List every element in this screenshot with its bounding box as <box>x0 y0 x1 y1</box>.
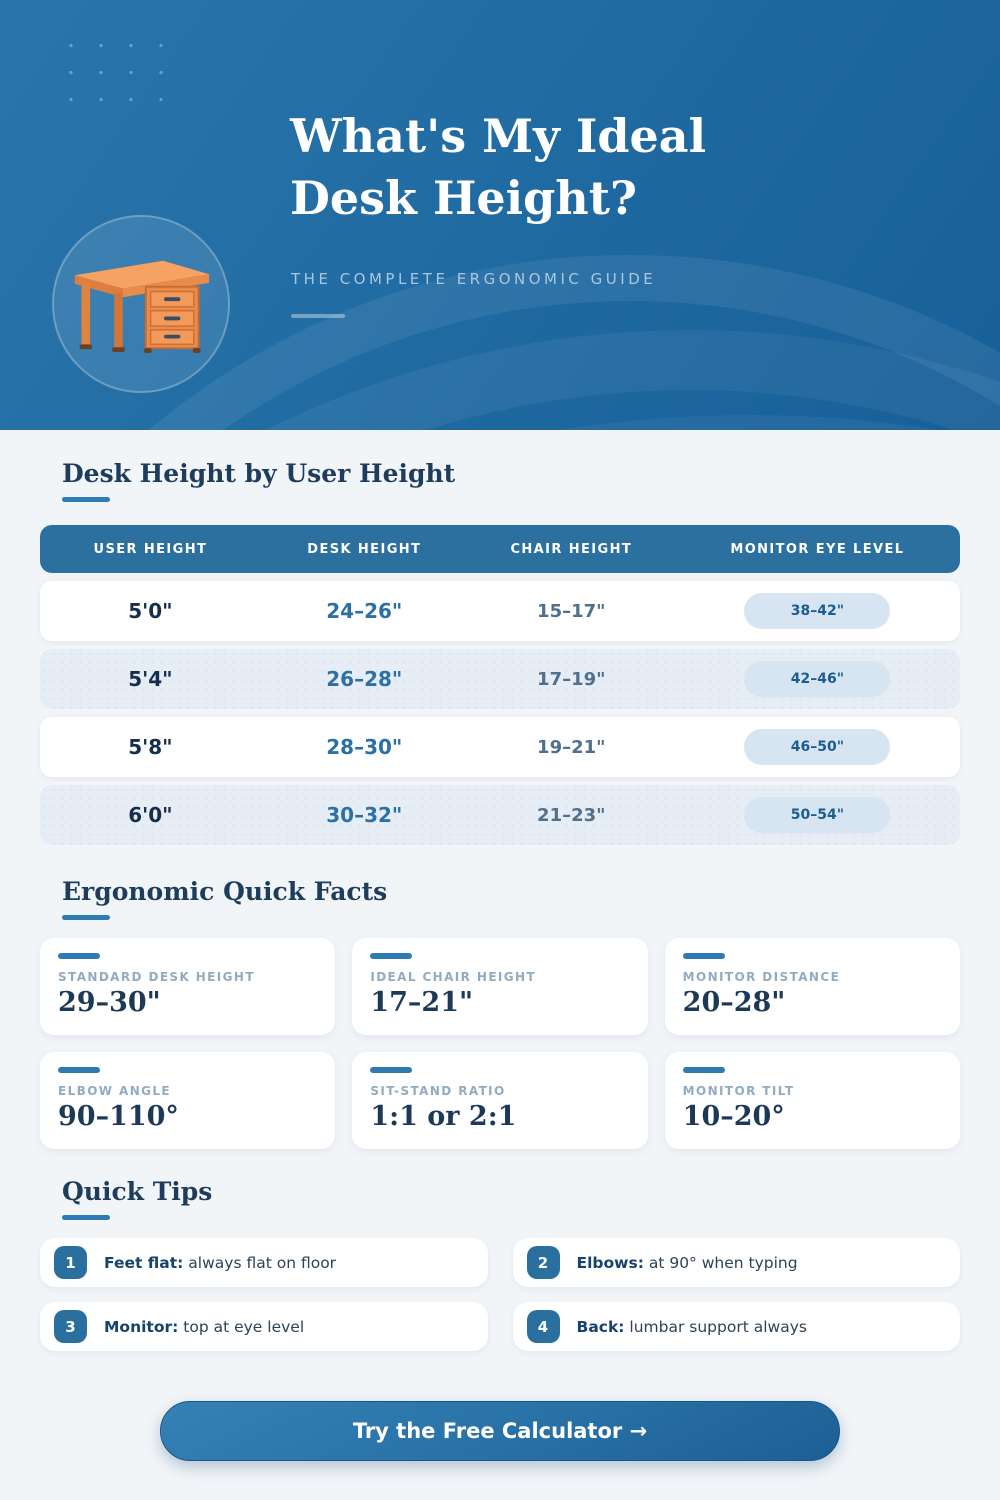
fact-card: MONITOR TILT 10–20° <box>664 1052 960 1149</box>
tip-text: Back: lumbar support always <box>577 1318 807 1336</box>
table-header-row: USER HEIGHT DESK HEIGHT CHAIR HEIGHT MON… <box>40 525 960 573</box>
page-title: What's My Ideal Desk Height? <box>290 106 706 229</box>
section-underline <box>62 497 110 502</box>
tip-label: Back: <box>576 1317 625 1336</box>
column-header-user-height: USER HEIGHT <box>93 541 208 557</box>
fact-label: IDEAL CHAIR HEIGHT <box>370 970 537 984</box>
fact-value: 90–110° <box>58 1101 179 1132</box>
fact-accent-bar <box>58 953 100 959</box>
fact-card: MONITOR DISTANCE 20–28" <box>664 938 960 1035</box>
monitor-eye-level-cell: 42–46" <box>675 661 960 697</box>
tip-card: 4 Back: lumbar support always <box>512 1302 960 1351</box>
tip-description: always flat on floor <box>188 1253 337 1272</box>
desk-height-cell: 26–28" <box>326 667 403 691</box>
table-row: 5'8" 28–30" 19–21" 46–50" <box>40 717 960 777</box>
monitor-eye-level-cell: 50–54" <box>675 797 960 833</box>
monitor-eye-level-cell: 46–50" <box>675 729 960 765</box>
tip-card: 1 Feet flat: always flat on floor <box>40 1238 488 1287</box>
desk-height-cell: 24–26" <box>326 599 403 623</box>
page-title-line1: What's My Ideal <box>290 109 707 163</box>
fact-label: STANDARD DESK HEIGHT <box>58 970 255 984</box>
fact-value: 17–21" <box>370 987 474 1018</box>
fact-accent-bar <box>682 953 725 959</box>
desk-icon <box>74 260 210 353</box>
table-row: 6'0" 30–32" 21–23" 50–54" <box>40 785 960 845</box>
try-calculator-button[interactable]: Try the Free Calculator → <box>160 1401 840 1461</box>
page-subtitle: THE COMPLETE ERGONOMIC GUIDE <box>291 270 657 288</box>
fact-label: MONITOR DISTANCE <box>682 970 841 984</box>
section-underline <box>62 915 110 920</box>
main-content: Desk Height by User Height USER HEIGHT D… <box>0 430 1000 1500</box>
desk-height-cell: 28–30" <box>326 735 403 759</box>
monitor-eye-level-badge: 42–46" <box>744 661 891 697</box>
user-height-cell: 5'0" <box>128 599 173 623</box>
tip-text: Elbows: at 90° when typing <box>577 1254 798 1272</box>
fact-value: 1:1 or 2:1 <box>370 1101 517 1132</box>
chair-height-cell: 17–19" <box>537 668 606 690</box>
fact-accent-bar <box>370 953 413 959</box>
desk-icon-badge <box>52 215 230 393</box>
tip-text: Monitor: top at eye level <box>104 1318 304 1336</box>
user-height-cell: 5'4" <box>128 667 173 691</box>
tip-description: lumbar support always <box>629 1317 807 1336</box>
table-section-title: Desk Height by User Height <box>62 459 456 488</box>
tip-number-badge: 1 <box>54 1246 87 1279</box>
column-header-chair-height: CHAIR HEIGHT <box>510 541 633 557</box>
tip-description: at 90° when typing <box>648 1253 798 1272</box>
desk-height-cell: 30–32" <box>326 803 403 827</box>
tip-number-badge: 3 <box>54 1310 87 1343</box>
table-row: 5'0" 24–26" 15–17" 38–42" <box>40 581 960 641</box>
monitor-eye-level-badge: 46–50" <box>744 729 891 765</box>
fact-card: ELBOW ANGLE 90–110° <box>40 1052 336 1149</box>
tip-card: 2 Elbows: at 90° when typing <box>512 1238 960 1287</box>
tip-card: 3 Monitor: top at eye level <box>40 1302 488 1351</box>
fact-value: 20–28" <box>682 987 786 1018</box>
subtitle-underline <box>291 314 345 318</box>
fact-card: SIT-STAND RATIO 1:1 or 2:1 <box>352 1052 648 1149</box>
monitor-eye-level-badge: 50–54" <box>744 797 891 833</box>
decorative-dots <box>56 32 168 104</box>
column-header-monitor-eye-level: MONITOR EYE LEVEL <box>730 541 905 557</box>
header-banner: What's My Ideal Desk Height? THE COMPLET… <box>0 0 1000 430</box>
fact-accent-bar <box>682 1067 725 1073</box>
tip-label: Feet flat: <box>104 1253 184 1272</box>
table-row: 5'4" 26–28" 17–19" 42–46" <box>40 649 960 709</box>
chair-height-cell: 21–23" <box>537 804 606 826</box>
chair-height-cell: 19–21" <box>537 736 606 758</box>
chair-height-cell: 15–17" <box>537 600 606 622</box>
tip-number-badge: 2 <box>526 1246 560 1279</box>
user-height-cell: 5'8" <box>128 735 173 759</box>
tips-grid: 1 Feet flat: always flat on floor 2 Elbo… <box>40 1238 960 1351</box>
fact-card: IDEAL CHAIR HEIGHT 17–21" <box>352 938 648 1035</box>
fact-label: ELBOW ANGLE <box>58 1084 172 1098</box>
user-height-cell: 6'0" <box>128 803 173 827</box>
fact-label: SIT-STAND RATIO <box>370 1084 506 1098</box>
tip-description: top at eye level <box>183 1317 305 1336</box>
fact-label: MONITOR TILT <box>682 1084 795 1098</box>
monitor-eye-level-cell: 38–42" <box>675 593 960 629</box>
fact-card: STANDARD DESK HEIGHT 29–30" <box>40 938 336 1035</box>
fact-value: 10–20° <box>682 1101 785 1132</box>
facts-section-title: Ergonomic Quick Facts <box>62 877 388 906</box>
tip-text: Feet flat: always flat on floor <box>104 1254 336 1272</box>
fact-accent-bar <box>370 1067 413 1073</box>
tip-label: Monitor: <box>104 1317 179 1336</box>
tips-section-title: Quick Tips <box>62 1177 213 1206</box>
monitor-eye-level-badge: 38–42" <box>744 593 891 629</box>
section-underline <box>62 1215 110 1220</box>
tip-label: Elbows: <box>576 1253 644 1272</box>
fact-value: 29–30" <box>58 987 161 1018</box>
fact-accent-bar <box>58 1067 100 1073</box>
page-title-line2: Desk Height? <box>290 170 637 225</box>
tip-number-badge: 4 <box>526 1310 560 1343</box>
facts-grid: STANDARD DESK HEIGHT 29–30" IDEAL CHAIR … <box>40 938 960 1149</box>
column-header-desk-height: DESK HEIGHT <box>307 541 422 557</box>
